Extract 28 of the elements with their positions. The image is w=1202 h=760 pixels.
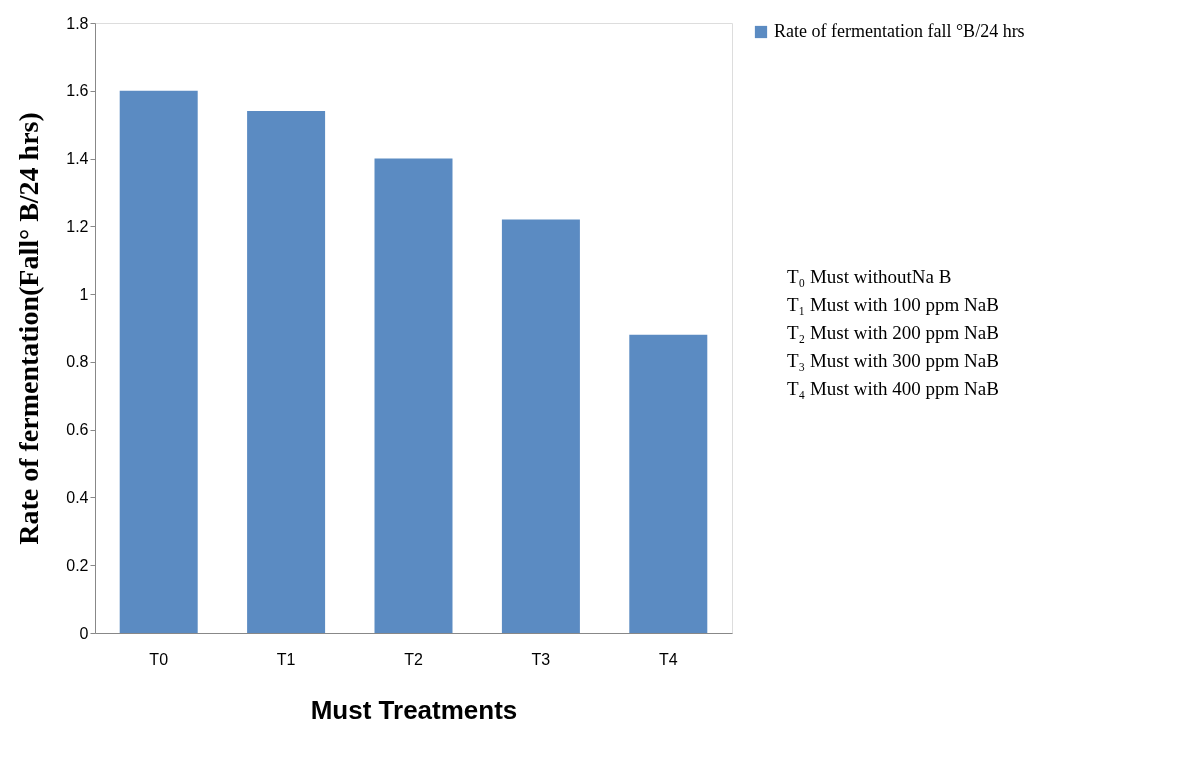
x-tick-label: T0 bbox=[149, 650, 169, 668]
legend-label: Rate of fermentation fall °B/24 hrs bbox=[774, 21, 1025, 41]
bar bbox=[247, 111, 326, 633]
text: T₄ Must with 400 ppm NaB bbox=[787, 378, 999, 399]
bar bbox=[119, 90, 198, 633]
text: T₀ Must withoutNa B bbox=[787, 266, 952, 287]
x-axis-title: Must Treatments bbox=[310, 694, 518, 725]
bar bbox=[374, 158, 453, 633]
y-tick-label: 1.6 bbox=[66, 82, 89, 100]
y-tick-label: 0.6 bbox=[66, 421, 89, 439]
y-tick-label: 0.2 bbox=[66, 556, 89, 574]
y-tick-label: 1.2 bbox=[66, 217, 89, 235]
y-tick-label: 1.8 bbox=[66, 14, 89, 32]
y-tick-label: 0 bbox=[79, 624, 89, 642]
bar bbox=[629, 334, 708, 633]
x-tick-label: T4 bbox=[658, 650, 678, 668]
text: T₂ Must with 200 ppm NaB bbox=[787, 322, 999, 343]
y-axis-title: Rate of fermentation(Fall° B/24 hrs) bbox=[13, 112, 45, 545]
text: T₁ Must with 100 ppm NaB bbox=[787, 294, 999, 315]
x-tick-label: T3 bbox=[531, 650, 551, 668]
y-tick-label: 0.4 bbox=[66, 488, 89, 506]
bar bbox=[501, 219, 580, 633]
x-tick-label: T2 bbox=[404, 650, 423, 668]
y-tick-label: 1.4 bbox=[66, 150, 89, 168]
x-tick-label: T1 bbox=[276, 650, 296, 668]
y-tick-label: 0.8 bbox=[66, 353, 89, 371]
y-tick-label: 1 bbox=[79, 285, 89, 303]
text: T₃ Must with 300 ppm NaB bbox=[787, 350, 999, 371]
